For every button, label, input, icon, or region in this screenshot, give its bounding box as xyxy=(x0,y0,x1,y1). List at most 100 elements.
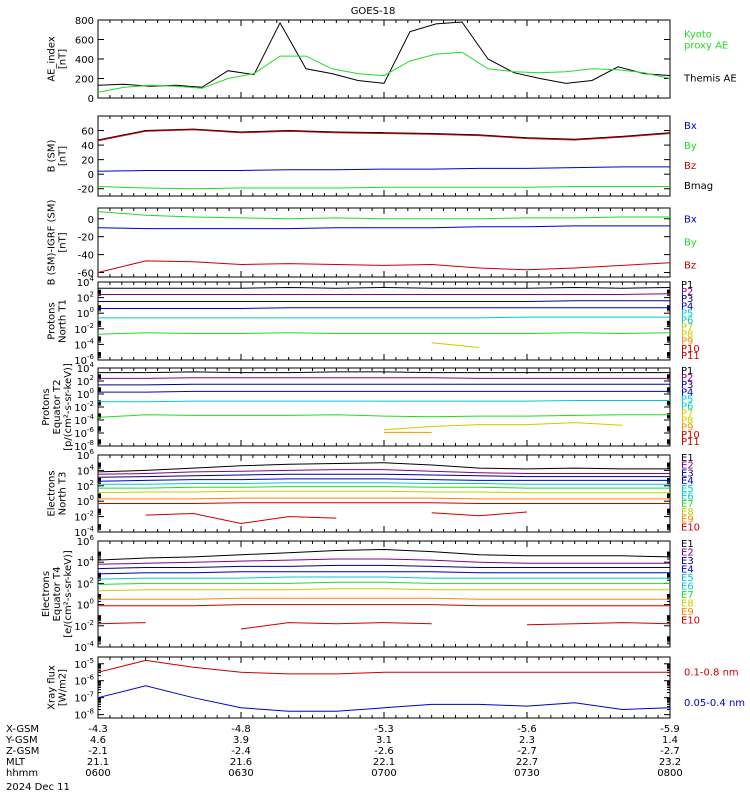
y-tick-exponent: -4 xyxy=(87,640,95,648)
y-axis-label-line: Electrons xyxy=(47,470,58,516)
x-row-value: -2.6 xyxy=(374,746,394,757)
y-tick-exponent: 0 xyxy=(90,387,94,395)
y-tick-label: 10-6 xyxy=(74,426,94,440)
legend-p11: P11 xyxy=(681,437,700,448)
y-tick-label: -40 xyxy=(78,251,94,262)
series-e4 xyxy=(97,478,670,482)
legend-e7: E7 xyxy=(681,590,694,601)
y-tick-label: 100 xyxy=(77,306,94,320)
y-axis-label: Electrons North T3 xyxy=(47,470,69,516)
x-row-label: X-GSM xyxy=(6,724,39,735)
y-tick-label: 102 xyxy=(77,291,94,305)
y-tick-label: 10-2 xyxy=(74,400,94,414)
y-axis-label-line: Equator T4 xyxy=(52,567,63,622)
y-tick-label: 0 xyxy=(88,170,94,181)
panel-frame xyxy=(97,454,671,533)
x-row-label: MLT xyxy=(6,757,26,768)
series-e3 xyxy=(97,473,670,478)
series-p4 xyxy=(98,390,670,393)
x-row-value: -4.8 xyxy=(231,724,251,735)
y-tick-exponent: 0 xyxy=(90,598,94,606)
series-bz xyxy=(97,129,671,142)
y-tick-exponent: 0 xyxy=(90,494,94,502)
legend-bz: Bz xyxy=(684,261,696,272)
series-p1 xyxy=(98,286,671,289)
series-p3 xyxy=(98,383,670,386)
series-0-05-0-4-nm xyxy=(97,685,671,712)
series-p7 xyxy=(383,422,623,431)
panel-frame xyxy=(97,115,671,197)
legend-e8: E8 xyxy=(681,599,694,610)
x-row-value: -2.4 xyxy=(231,746,251,757)
y-tick-label: 104 xyxy=(77,275,95,289)
legend-p4: P4 xyxy=(681,301,693,312)
legend-e5: E5 xyxy=(681,484,694,495)
y-tick-exponent: -8 xyxy=(87,708,94,716)
legend-e5: E5 xyxy=(681,573,694,584)
legend-kyoto-proxy-ae: Kyoto xyxy=(684,30,712,41)
y-tick-label: 40 xyxy=(81,141,94,152)
series-e6 xyxy=(97,581,670,585)
x-row-value: 0730 xyxy=(514,768,539,779)
series-e8 xyxy=(98,497,670,500)
y-tick-exponent: -2 xyxy=(87,619,94,627)
legend-e6: E6 xyxy=(681,582,694,593)
legend-e1: E1 xyxy=(681,539,694,550)
legend-p1: P1 xyxy=(681,280,693,291)
series-e1 xyxy=(97,548,671,561)
legend-e10: E10 xyxy=(681,522,700,533)
y-axis-label-line: [nT] xyxy=(58,232,69,252)
legend-e7: E7 xyxy=(681,499,694,510)
series-e8 xyxy=(98,597,670,600)
x-row-value: -5.6 xyxy=(517,724,537,735)
y-tick-exponent: -6 xyxy=(87,674,95,682)
legend-p7: P7 xyxy=(681,409,693,420)
series-p7 xyxy=(432,337,670,347)
series-e10 xyxy=(97,622,671,630)
y-axis-label-line: North T1 xyxy=(58,299,69,343)
x-row-value: 22.1 xyxy=(373,757,395,768)
y-axis-label-line: [nT] xyxy=(58,49,69,69)
plot-title: GOES-18 xyxy=(351,6,396,17)
legend-p8: P8 xyxy=(681,416,693,427)
series-p4 xyxy=(98,307,670,309)
y-axis-label-line: B (SM)-IGRF (SM) xyxy=(47,200,58,286)
y-tick-label: 800 xyxy=(75,16,94,27)
series-p5 xyxy=(98,400,670,403)
series-e7 xyxy=(97,490,670,494)
legend-p6: P6 xyxy=(681,401,693,412)
series-by xyxy=(97,211,670,220)
x-row-value: -2.1 xyxy=(88,746,108,757)
series-bmag xyxy=(97,128,671,141)
series-e4 xyxy=(97,571,670,575)
y-tick-exponent: 6 xyxy=(90,534,95,542)
legend-p10: P10 xyxy=(681,430,700,441)
y-tick-label: 10-4 xyxy=(74,413,94,427)
y-tick-exponent: 2 xyxy=(90,291,94,299)
y-tick-label: -60 xyxy=(78,269,94,280)
y-axis-label: AE_index [nT] xyxy=(47,36,69,82)
y-tick-label: 60 xyxy=(81,127,94,138)
x-row-value: 0800 xyxy=(657,768,682,779)
y-tick-label: 10-5 xyxy=(74,657,94,671)
y-axis-label: Protons North T1 xyxy=(47,299,69,343)
x-row-value: -2.7 xyxy=(517,746,537,757)
y-axis-label: B (SM)-IGRF (SM) [nT] xyxy=(47,200,69,286)
y-tick-label: 104 xyxy=(77,555,95,569)
x-row-value: -2.7 xyxy=(660,746,680,757)
legend-e9: E9 xyxy=(681,515,694,526)
series-e5 xyxy=(97,576,670,580)
series-e10 xyxy=(146,512,670,524)
legend-p9: P9 xyxy=(681,423,693,434)
x-row-label: Z-GSM xyxy=(6,746,39,757)
date-label: 2024 Dec 11 xyxy=(6,782,70,793)
series-p3 xyxy=(98,300,670,302)
legend-bx: Bx xyxy=(684,215,697,226)
y-tick-exponent: -2 xyxy=(87,510,94,518)
y-tick-label: 100 xyxy=(77,494,94,508)
y-tick-exponent: -4 xyxy=(87,413,95,421)
y-tick-label: 400 xyxy=(75,55,94,66)
